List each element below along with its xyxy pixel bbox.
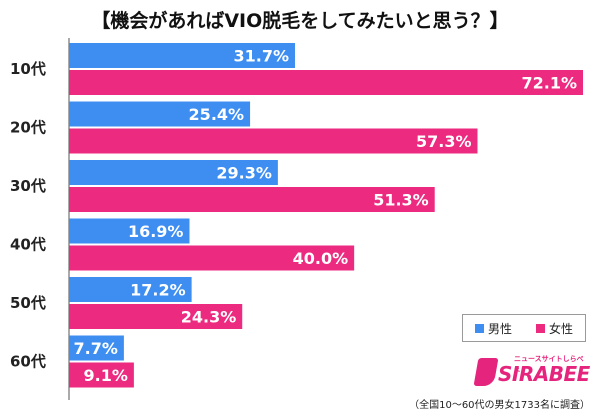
data-label-female: 51.3%: [373, 191, 429, 210]
data-label-male: 25.4%: [189, 105, 245, 124]
bar-female: [69, 245, 355, 271]
survey-footnote: （全国10～60代の男女1733名に調査）: [409, 400, 590, 411]
legend: 男性 女性: [462, 314, 586, 342]
logo-subtext: ニュースサイトしらべぇ: [514, 355, 584, 373]
category-label: 60代: [10, 353, 46, 371]
bar-male: [69, 101, 251, 127]
legend-item-male: 男性: [474, 320, 512, 337]
legend-swatch-female: [535, 323, 545, 333]
bar-male: [69, 277, 192, 302]
category-label: 10代: [10, 60, 46, 78]
bar-female: [69, 187, 435, 212]
legend-swatch-male: [474, 323, 484, 333]
bar-male: [69, 43, 295, 68]
data-label-female: 72.1%: [521, 74, 577, 93]
data-label-male: 7.7%: [74, 339, 118, 358]
legend-item-female: 女性: [535, 320, 573, 337]
bar-female: [69, 362, 134, 388]
chart-title: 【機会があればVIO脱毛をしてみたいと思う？】: [91, 10, 509, 32]
data-label-male: 29.3%: [216, 164, 272, 183]
data-label-female: 57.3%: [416, 132, 472, 151]
category-label: 40代: [10, 236, 46, 254]
logo-mark-icon: [473, 358, 499, 386]
logo-text: SIRABEE: [498, 362, 590, 386]
data-label-female: 9.1%: [83, 366, 127, 385]
data-label-male: 31.7%: [233, 47, 289, 66]
category-label: 30代: [10, 177, 46, 195]
legend-label-female: 女性: [548, 321, 573, 336]
bar-female: [69, 304, 243, 329]
bar-female: [69, 128, 478, 154]
legend-label-male: 男性: [487, 321, 512, 336]
bar-male: [69, 218, 190, 244]
sirabee-logo: ニュースサイトしらべぇ SIRABEE: [473, 352, 590, 388]
data-label-male: 16.9%: [128, 222, 184, 241]
category-label: 50代: [10, 294, 46, 312]
category-label: 20代: [10, 119, 46, 137]
data-label-male: 17.2%: [130, 281, 186, 300]
data-label-female: 24.3%: [181, 308, 237, 327]
bar-female: [69, 70, 583, 95]
data-label-female: 40.0%: [293, 249, 349, 268]
bar-male: [69, 160, 278, 185]
bar-male: [69, 335, 124, 361]
